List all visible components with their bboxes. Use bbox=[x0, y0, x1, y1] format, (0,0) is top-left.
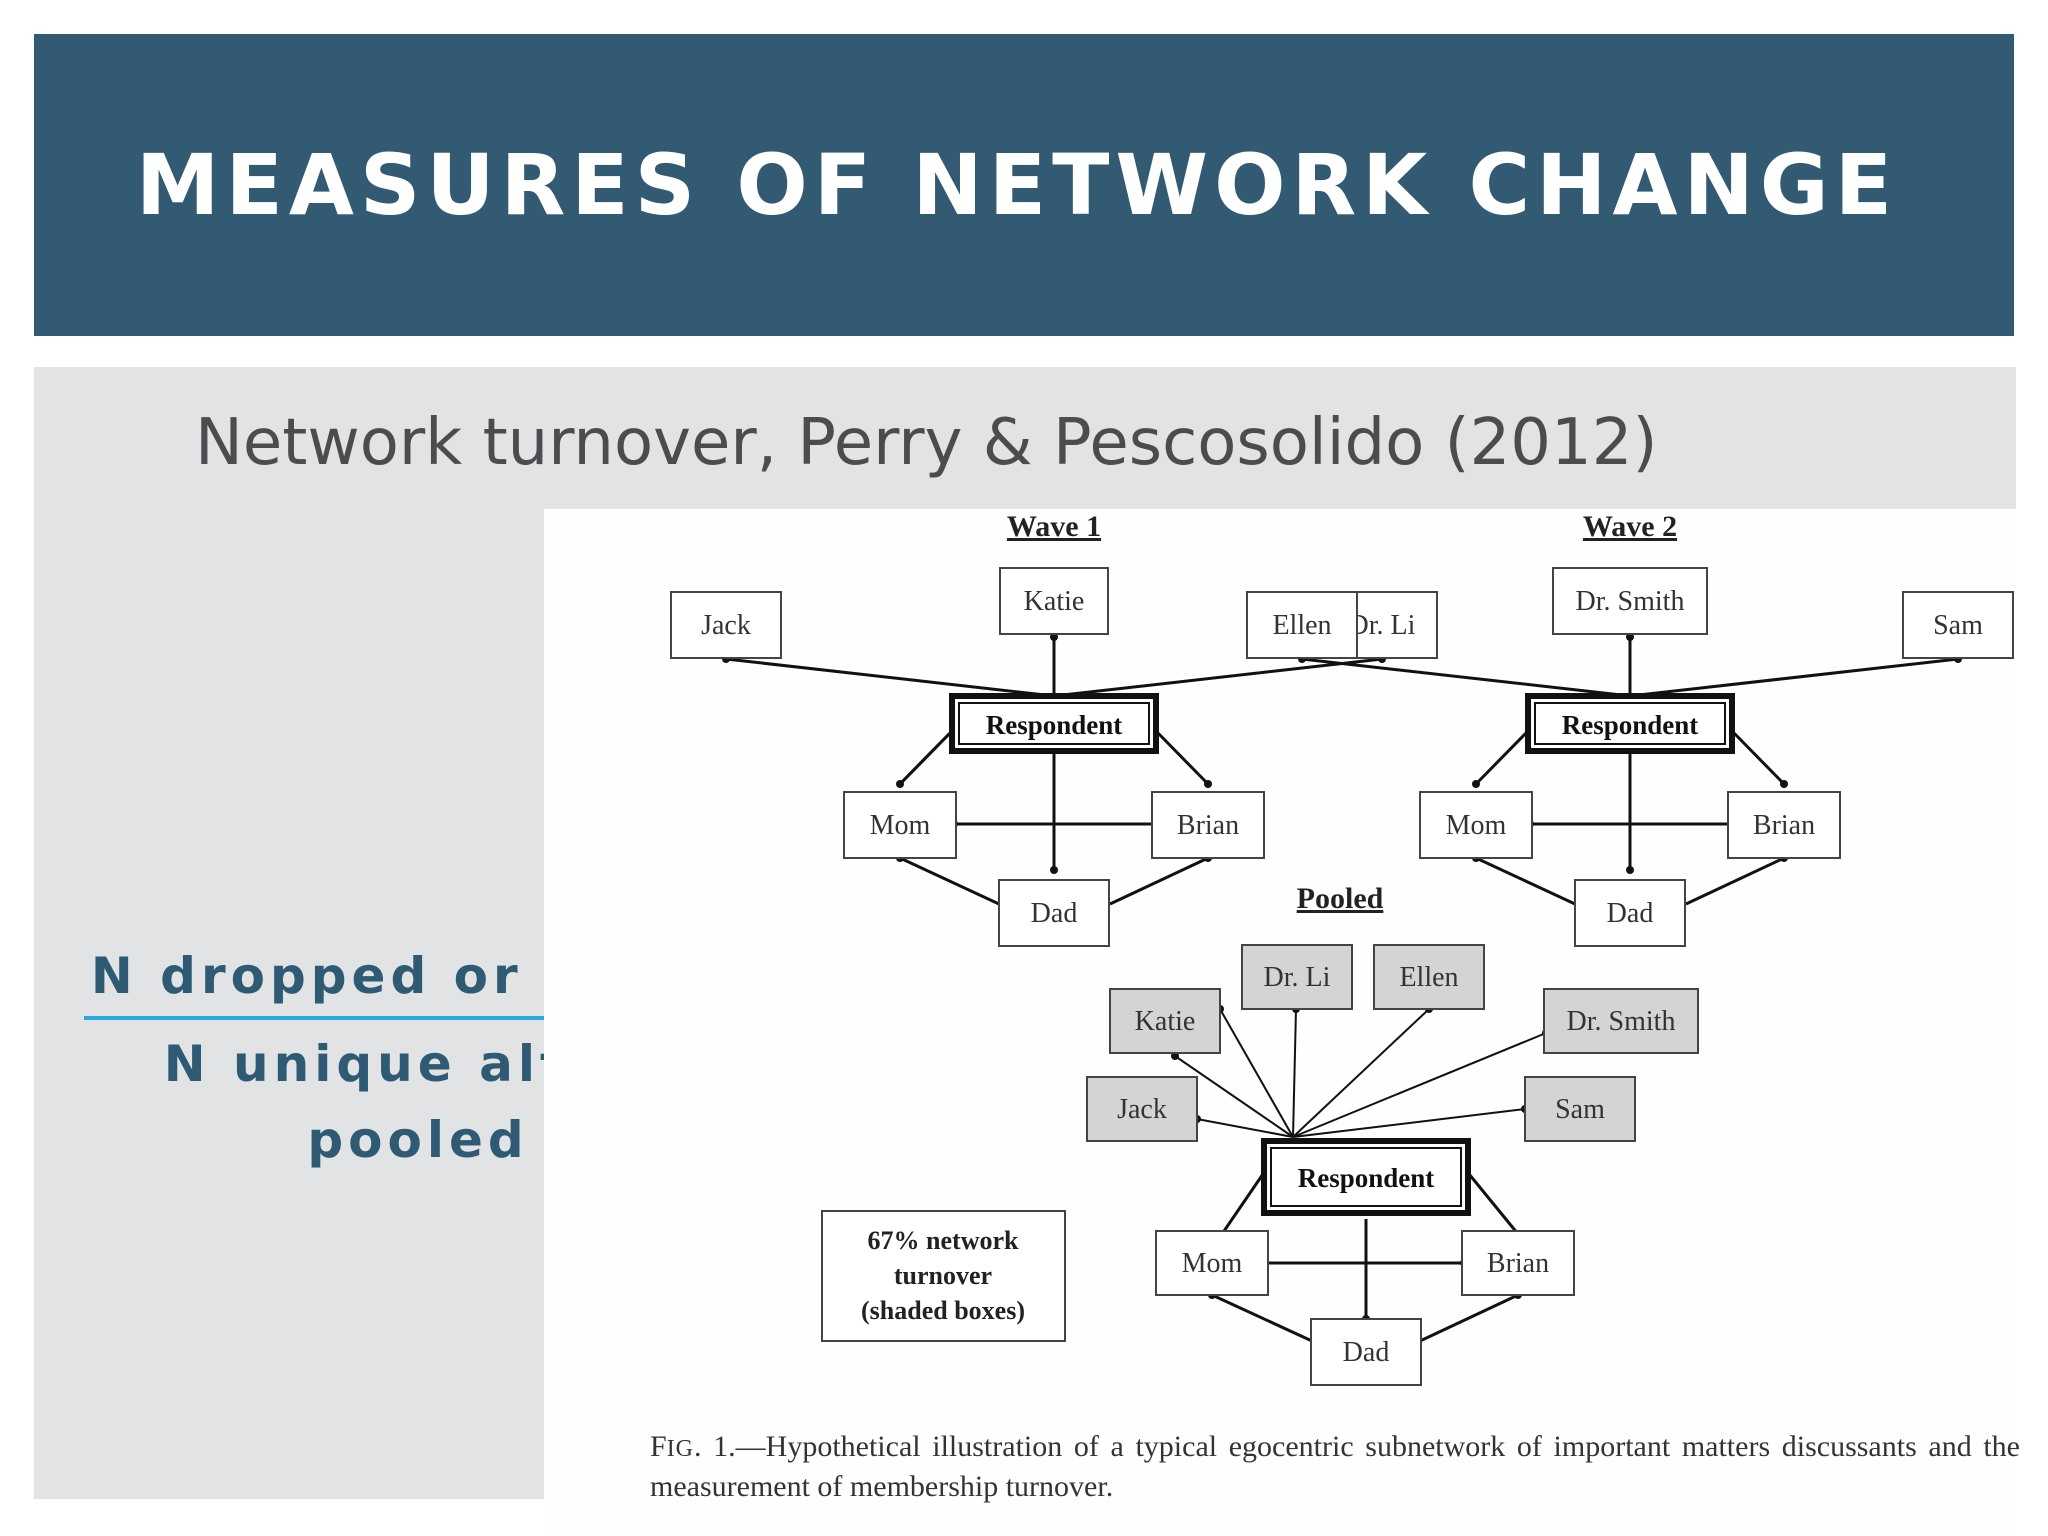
wave-1-heading: Wave 1 bbox=[1007, 510, 1101, 543]
pooled-alter-katie: Katie bbox=[1135, 1006, 1196, 1037]
network-figure: Wave 1 Jack bbox=[670, 510, 2014, 1386]
note-line-2: turnover bbox=[894, 1261, 992, 1290]
note-line-1: 67% network bbox=[868, 1226, 1019, 1255]
wave-1-alter-katie: Katie bbox=[1024, 586, 1085, 617]
wave-2-heading: Wave 2 bbox=[1583, 510, 1677, 543]
wave-2-alter-ellen: Ellen bbox=[1272, 610, 1331, 641]
figure-panel: Wave 1 Jack bbox=[544, 509, 2016, 1536]
pooled-alter-dad: Dad bbox=[1343, 1337, 1390, 1368]
wave-1-alter-jack: Jack bbox=[701, 610, 751, 641]
note-line-3: (shaded boxes) bbox=[861, 1296, 1025, 1325]
pooled-alter-dr-smith: Dr. Smith bbox=[1567, 1006, 1676, 1037]
wave-2-alter-dad: Dad bbox=[1607, 898, 1654, 929]
wave-1-network: Wave 1 Jack bbox=[670, 510, 1438, 947]
wave-1-alter-dad: Dad bbox=[1031, 898, 1078, 929]
wave-2-respondent: Respondent bbox=[1562, 710, 1699, 740]
wave-2-alter-brian: Brian bbox=[1753, 810, 1815, 841]
title-bar: MEASURES OF NETWORK CHANGE bbox=[34, 34, 2014, 336]
wave-2-alter-dr-smith: Dr. Smith bbox=[1576, 586, 1685, 617]
wave-2-network: Wave 2 Ellen Dr. Smi bbox=[1246, 510, 2014, 947]
pooled-heading: Pooled bbox=[1297, 882, 1384, 915]
figure-caption: FIG. 1.—Hypothetical illustration of a t… bbox=[650, 1428, 2020, 1506]
wave-2-alter-mom: Mom bbox=[1446, 810, 1507, 841]
pooled-respondent: Respondent bbox=[1298, 1163, 1435, 1193]
pooled-alter-brian: Brian bbox=[1487, 1248, 1549, 1279]
caption-label-ig: IG bbox=[666, 1436, 695, 1462]
pooled-alter-dr-li: Dr. Li bbox=[1264, 962, 1331, 993]
caption-text: —Hypothetical illustration of a typical … bbox=[650, 1430, 2021, 1503]
pooled-alter-mom: Mom bbox=[1182, 1248, 1243, 1279]
wave-1-alter-dr-li: Dr. Li bbox=[1349, 610, 1416, 641]
wave-2-alter-sam: Sam bbox=[1933, 610, 1983, 641]
wave-1-alter-mom: Mom bbox=[870, 810, 931, 841]
fraction-bar bbox=[84, 1016, 752, 1020]
slide-title: MEASURES OF NETWORK CHANGE bbox=[135, 136, 1899, 234]
pooled-alter-ellen: Ellen bbox=[1399, 962, 1458, 993]
caption-label-f: F bbox=[650, 1430, 667, 1463]
turnover-note: 67% network turnover (shaded boxes) bbox=[821, 1210, 1066, 1342]
caption-label-number: . 1. bbox=[694, 1430, 736, 1463]
wave-1-respondent: Respondent bbox=[986, 710, 1123, 740]
wave-1-alter-brian: Brian bbox=[1177, 810, 1239, 841]
pooled-network: Pooled bbox=[1086, 882, 1699, 1386]
slide-subtitle: Network turnover, Perry & Pescosolido (2… bbox=[195, 406, 1658, 480]
pooled-alter-sam: Sam bbox=[1555, 1094, 1605, 1125]
pooled-alter-jack: Jack bbox=[1117, 1094, 1167, 1125]
